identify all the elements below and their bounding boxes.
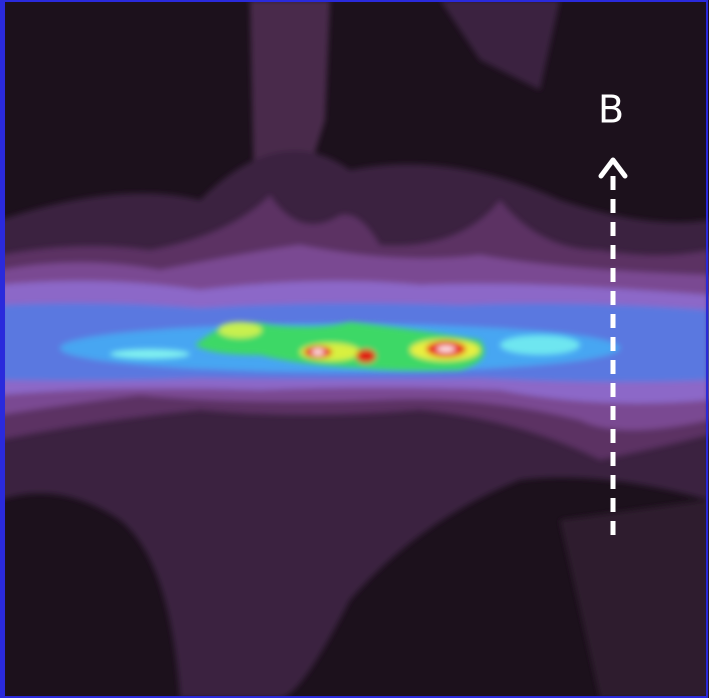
yellow-knot xyxy=(218,322,262,338)
cyan-streak xyxy=(500,335,580,355)
density-map: B xyxy=(0,0,709,698)
cyan-streak xyxy=(110,349,190,359)
arrow-label: B xyxy=(598,88,624,132)
white-core xyxy=(437,346,455,352)
page: B (() => { const data = JSON.parse(docum… xyxy=(0,0,709,698)
white-core xyxy=(312,349,324,355)
red-knot xyxy=(356,349,376,363)
frame-left xyxy=(0,0,5,698)
